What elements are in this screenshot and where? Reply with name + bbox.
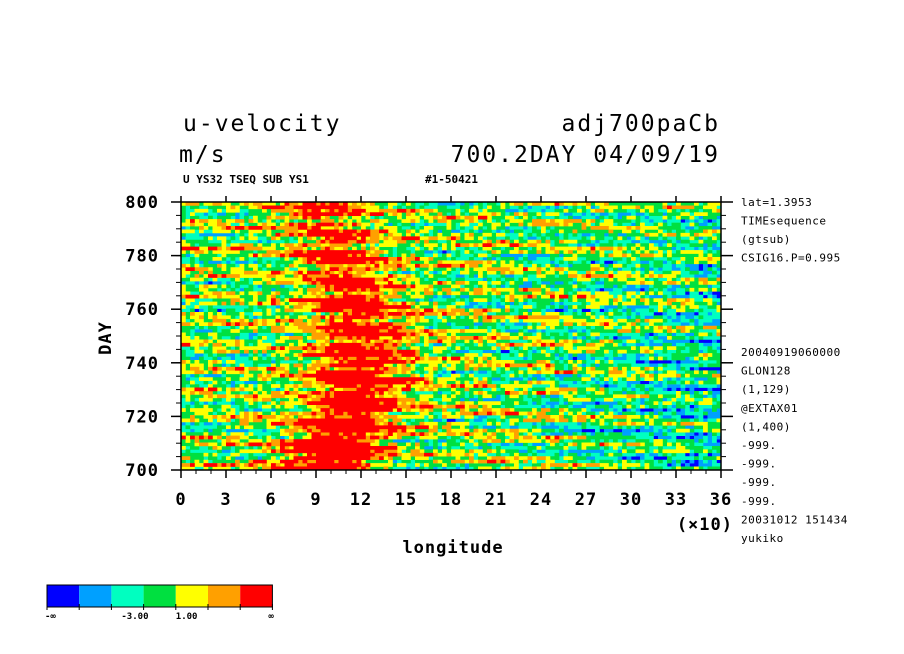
colorbar-swatch: [240, 585, 273, 607]
info-line-bottom: -999.: [741, 439, 777, 452]
colorbar-swatch: [79, 585, 112, 607]
colorbar-swatch: [175, 585, 208, 607]
colorbar-frame: [46, 584, 273, 608]
info-line-bottom: @EXTAX01: [741, 402, 798, 415]
right-info-panel: lat=1.3953 TIMEsequence (gtsub) CSIG16.P=0.…: [741, 196, 848, 545]
x-tick-label: 33: [665, 490, 687, 510]
y-tick-label: 760: [125, 300, 159, 320]
info-line-bottom: -999.: [741, 458, 777, 471]
colorbar-label: 1.00: [176, 612, 198, 622]
y-axis-label: DAY: [96, 321, 116, 355]
x-tick-label: 21: [485, 490, 507, 510]
info-line-bottom: -999.: [741, 495, 777, 508]
x-tick-label: 9: [310, 490, 321, 510]
x-tick-label: 0: [175, 490, 186, 510]
x-axis-label: longitude: [402, 538, 503, 558]
colorbar-label: -3.00: [121, 612, 148, 622]
info-line-bottom: (1,400): [741, 420, 791, 433]
colorbar-swatch: [208, 585, 241, 607]
info-line-top: (gtsub): [741, 233, 791, 246]
y-tick-label: 740: [125, 354, 159, 374]
y-tick-label: 720: [125, 407, 159, 427]
info-line-bottom: 20040919060000: [741, 346, 841, 359]
x-tick-label: 24: [530, 490, 552, 510]
subtitle-right: #1-50421: [425, 173, 478, 186]
x-tick-label: 12: [350, 490, 372, 510]
heatmap-level-6: [181, 202, 672, 471]
y-tick-label: 780: [125, 247, 159, 267]
x-tick-label: 27: [575, 490, 597, 510]
info-line-bottom: (1,129): [741, 383, 791, 396]
info-line-top: TIMEsequence: [741, 215, 826, 228]
heatmap-level-5: [181, 202, 722, 471]
info-line-bottom: GLON128: [741, 365, 791, 378]
y-tick-label: 800: [125, 193, 159, 213]
variable-title: u-velocity: [183, 111, 341, 137]
x-tick-label: 30: [620, 490, 642, 510]
x-tick-label: 3: [220, 490, 231, 510]
colorbar-label: ∞: [268, 612, 274, 622]
x-tick-label: 15: [395, 490, 417, 510]
colorbar-swatch: [143, 585, 176, 607]
x-tick-label: 18: [440, 490, 462, 510]
subtitle-left: U YS32 TSEQ SUB YS1: [183, 173, 309, 186]
x-tick-label: 36: [710, 490, 732, 510]
info-line-bottom: 20031012 151434: [741, 513, 848, 526]
info-line-bottom: -999.: [741, 476, 777, 489]
range-title: 700.2DAY 04/09/19: [451, 142, 720, 168]
units-label: m/s: [179, 142, 227, 168]
heatmap-field: [181, 202, 722, 471]
experiment-title: adj700paCb: [562, 111, 720, 137]
colorbar-label: -∞: [45, 612, 56, 622]
y-tick-label: 700: [125, 461, 159, 481]
info-line-top: CSIG16.P=0.995: [741, 252, 841, 265]
info-line-bottom: yukiko: [741, 532, 784, 545]
color-bar: -∞ -3.00 1.00 ∞: [45, 584, 274, 622]
heatmap-level-1: [181, 202, 722, 471]
colorbar-swatch: [47, 585, 80, 607]
x-multiplier-label: (×10): [677, 515, 733, 535]
x-tick-label: 6: [265, 490, 276, 510]
colorbar-swatch: [111, 585, 144, 607]
info-line-top: lat=1.3953: [741, 196, 812, 209]
